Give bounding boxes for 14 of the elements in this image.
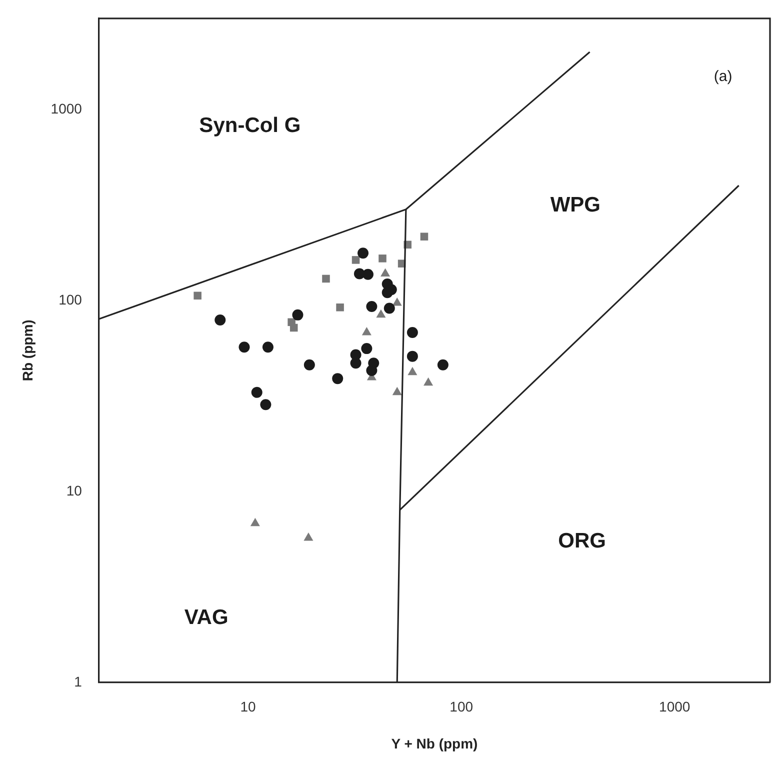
y-axis-title: Rb (ppm) xyxy=(19,320,36,382)
x-axis-title: Y + Nb (ppm) xyxy=(391,735,478,752)
x-tick-label: 1000 xyxy=(659,698,690,715)
annotation: WPG xyxy=(550,193,600,216)
annotation: VAG xyxy=(184,606,228,629)
y-tick-label: 1 xyxy=(74,673,82,690)
annotation: (a) xyxy=(714,68,732,85)
annotation: ORG xyxy=(558,529,606,552)
y-tick-label: 100 xyxy=(58,291,82,308)
annotation: Syn-Col G xyxy=(199,114,301,137)
y-tick-label: 1000 xyxy=(50,100,82,116)
x-tick-label: 10 xyxy=(240,698,256,715)
x-tick-label: 100 xyxy=(450,698,474,715)
y-tick-label: 10 xyxy=(66,482,82,498)
